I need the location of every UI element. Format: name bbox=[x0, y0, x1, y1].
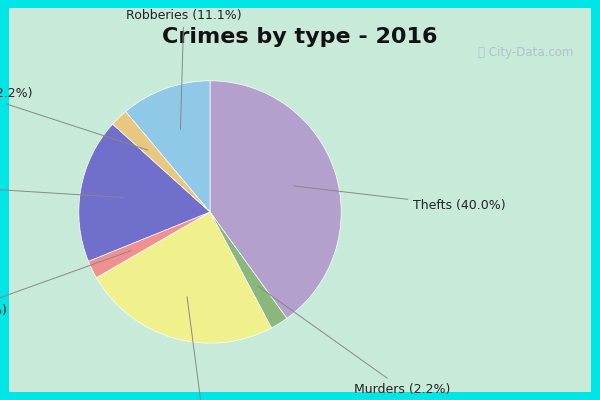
Text: Auto thefts (2.2%): Auto thefts (2.2%) bbox=[0, 88, 148, 150]
Wedge shape bbox=[79, 124, 210, 261]
Wedge shape bbox=[210, 212, 287, 328]
Text: Burglaries (17.8%): Burglaries (17.8%) bbox=[0, 179, 123, 198]
Text: Assaults (24.4%): Assaults (24.4%) bbox=[151, 297, 256, 400]
Wedge shape bbox=[125, 81, 210, 212]
Text: Thefts (40.0%): Thefts (40.0%) bbox=[294, 186, 506, 212]
Wedge shape bbox=[88, 212, 210, 278]
Text: Robberies (11.1%): Robberies (11.1%) bbox=[126, 9, 242, 129]
Text: Rapes (2.2%): Rapes (2.2%) bbox=[0, 251, 131, 317]
Wedge shape bbox=[97, 212, 271, 343]
Text: Crimes by type - 2016: Crimes by type - 2016 bbox=[162, 27, 438, 47]
Wedge shape bbox=[210, 81, 341, 318]
Wedge shape bbox=[113, 112, 210, 212]
Text: Murders (2.2%): Murders (2.2%) bbox=[257, 286, 451, 396]
Text: ⓘ City-Data.com: ⓘ City-Data.com bbox=[478, 46, 574, 59]
